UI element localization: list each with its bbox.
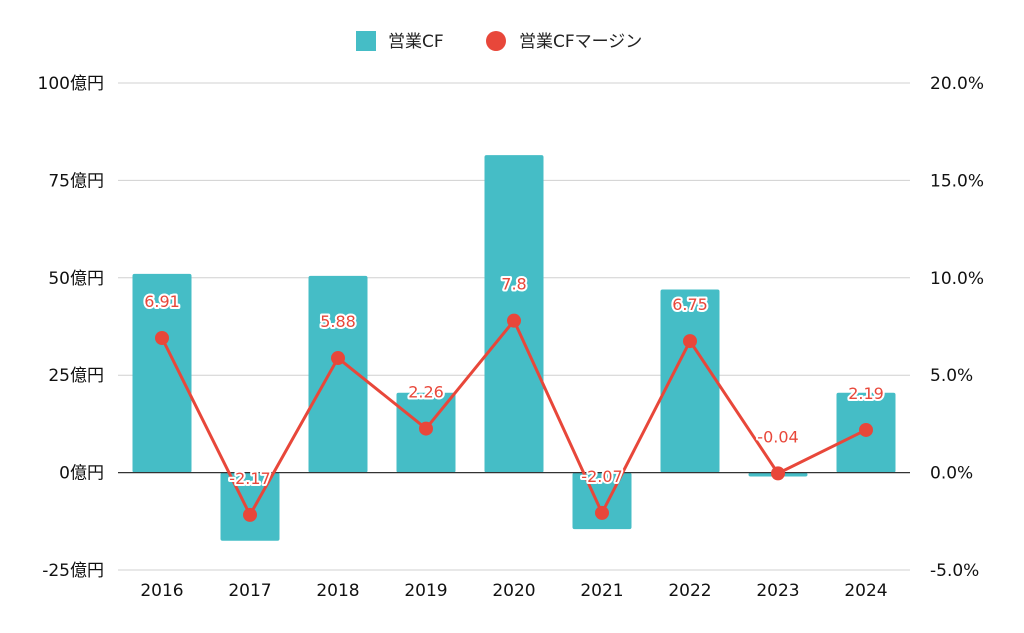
left-axis-labels: 100億円 75億円 50億円 25億円 0億円 -25億円 xyxy=(38,74,104,581)
line-data-label: 5.88 xyxy=(320,312,356,331)
right-axis-tick-label: 15.0% xyxy=(930,171,984,191)
line-point xyxy=(155,330,169,345)
left-axis-tick-label: 50億円 xyxy=(48,269,104,289)
legend-swatch-line xyxy=(486,31,506,51)
line-point xyxy=(331,351,345,366)
x-axis-tick-label: 2019 xyxy=(404,581,447,601)
line-point xyxy=(683,334,697,349)
line-point xyxy=(243,507,257,522)
legend-label-line: 営業CFマージン xyxy=(519,32,642,52)
line-data-label: 2.26 xyxy=(408,383,444,402)
right-axis-tick-label: 0.0% xyxy=(930,464,973,484)
bar xyxy=(308,275,368,473)
line-data-label: 6.75 xyxy=(672,295,708,314)
left-axis-tick-label: 0億円 xyxy=(59,464,104,484)
line-point xyxy=(507,313,521,328)
right-axis-tick-label: 20.0% xyxy=(930,74,984,94)
legend-swatch-bar xyxy=(356,31,376,51)
right-axis-tick-label: 10.0% xyxy=(930,269,984,289)
x-axis-tick-label: 2016 xyxy=(140,581,183,601)
line-data-label: -2.07 xyxy=(581,467,622,486)
left-axis-tick-label: -25億円 xyxy=(42,561,104,581)
x-axis-tick-label: 2017 xyxy=(228,581,271,601)
line-data-label: 2.19 xyxy=(848,384,884,403)
bar xyxy=(132,273,192,473)
x-axis-tick-label: 2020 xyxy=(492,581,535,601)
x-axis-tick-label: 2021 xyxy=(580,581,623,601)
line-data-label: -2.17 xyxy=(229,469,270,488)
x-axis-labels: 2016 2017 2018 2019 2020 2021 2022 2023 2024 xyxy=(140,581,887,601)
x-axis-tick-label: 2018 xyxy=(316,581,359,601)
legend: 営業CF 営業CFマージン xyxy=(356,31,642,52)
x-axis-tick-label: 2022 xyxy=(668,581,711,601)
x-axis-tick-label: 2024 xyxy=(844,581,887,601)
legend-label-bar: 営業CF xyxy=(388,32,444,52)
line-series xyxy=(155,313,873,522)
line-data-label: 6.91 xyxy=(144,292,180,311)
right-axis-tick-label: -5.0% xyxy=(930,561,979,581)
line-data-label: -0.04 xyxy=(757,427,798,446)
line-point xyxy=(595,505,609,520)
data-labels: 6.91 -2.17 5.88 2.26 7.8 -2.07 6.75 -0.04 2.19 xyxy=(142,273,886,490)
left-axis-tick-label: 100億円 xyxy=(38,74,104,94)
line-data-label: 7.8 xyxy=(501,275,526,294)
line-point xyxy=(859,422,873,437)
left-axis-tick-label: 25億円 xyxy=(48,366,104,386)
right-axis-labels: 20.0% 15.0% 10.0% 5.0% 0.0% -5.0% xyxy=(930,74,984,581)
line-point xyxy=(419,421,433,436)
line-point xyxy=(771,466,785,481)
left-axis-tick-label: 75億円 xyxy=(48,171,104,191)
right-axis-tick-label: 5.0% xyxy=(930,366,973,386)
bar xyxy=(660,289,720,473)
x-axis-tick-label: 2023 xyxy=(756,581,799,601)
